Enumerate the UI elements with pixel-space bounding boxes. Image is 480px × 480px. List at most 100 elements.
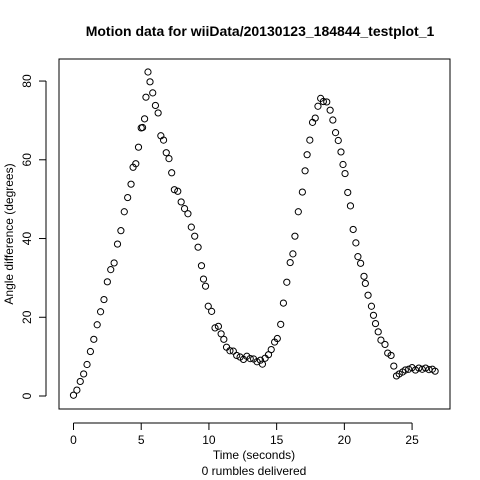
data-point bbox=[298, 188, 306, 196]
data-point bbox=[100, 295, 108, 304]
data-point bbox=[364, 291, 372, 299]
data-point bbox=[374, 328, 382, 336]
data-point bbox=[110, 259, 118, 267]
data-point bbox=[149, 89, 157, 97]
data-point bbox=[331, 129, 340, 137]
data-point bbox=[360, 272, 368, 280]
data-point bbox=[76, 377, 84, 386]
x-axis-label: Time (seconds) bbox=[213, 448, 295, 462]
data-point bbox=[371, 319, 380, 328]
data-point bbox=[117, 227, 125, 235]
x-tick-label: 10 bbox=[202, 433, 216, 447]
data-point bbox=[168, 169, 176, 177]
data-point bbox=[323, 98, 331, 106]
data-point bbox=[326, 106, 334, 114]
data-point bbox=[127, 180, 135, 188]
y-tick-label: 80 bbox=[20, 74, 34, 88]
data-point bbox=[177, 198, 185, 206]
data-point bbox=[187, 223, 195, 231]
data-point bbox=[217, 330, 225, 338]
data-point bbox=[291, 232, 299, 240]
data-point bbox=[246, 355, 254, 363]
data-point bbox=[339, 160, 347, 169]
data-point bbox=[369, 311, 378, 319]
data-point bbox=[134, 143, 143, 151]
data-point bbox=[201, 282, 210, 290]
data-point bbox=[267, 345, 275, 354]
data-point bbox=[334, 136, 342, 145]
data-point bbox=[377, 336, 385, 344]
data-point bbox=[387, 351, 395, 360]
data-point bbox=[162, 149, 170, 157]
data-point bbox=[197, 262, 206, 270]
data-point bbox=[381, 340, 389, 349]
data-point bbox=[233, 351, 241, 360]
data-point bbox=[146, 78, 154, 86]
data-point bbox=[289, 250, 297, 258]
axis-ticks: 0 5 10 15 20 25 0 20 40 60 80 bbox=[20, 74, 419, 447]
data-point bbox=[431, 367, 439, 375]
data-point bbox=[277, 320, 285, 328]
y-tick-label: 0 bbox=[20, 392, 34, 399]
data-point bbox=[226, 347, 234, 355]
x-tick-label: 0 bbox=[70, 433, 77, 447]
plot-frame bbox=[58, 58, 451, 410]
data-point bbox=[361, 279, 369, 288]
x-tick-label: 5 bbox=[138, 433, 145, 447]
data-point bbox=[73, 386, 81, 394]
y-tick-label: 60 bbox=[20, 153, 34, 167]
data-point bbox=[344, 188, 352, 197]
data-point bbox=[314, 102, 322, 110]
data-point bbox=[93, 321, 101, 329]
data-point bbox=[418, 365, 426, 373]
data-point bbox=[220, 335, 228, 343]
data-point bbox=[401, 366, 409, 374]
data-point bbox=[191, 232, 199, 240]
data-point bbox=[256, 356, 264, 364]
data-point bbox=[144, 68, 152, 76]
data-point bbox=[170, 186, 178, 194]
data-point bbox=[422, 364, 430, 372]
data-point bbox=[140, 115, 149, 123]
data-point bbox=[311, 114, 319, 122]
data-point bbox=[107, 266, 115, 274]
data-point bbox=[306, 136, 314, 144]
data-point bbox=[367, 302, 376, 310]
data-point bbox=[352, 239, 360, 247]
data-point bbox=[349, 225, 357, 234]
data-point bbox=[86, 347, 95, 356]
x-tick-label: 15 bbox=[270, 433, 284, 447]
data-point bbox=[180, 205, 189, 213]
data-point bbox=[194, 243, 202, 251]
data-point bbox=[303, 151, 311, 159]
data-point bbox=[337, 148, 345, 156]
data-point bbox=[357, 259, 365, 267]
data-points bbox=[69, 68, 439, 399]
data-point bbox=[159, 136, 168, 144]
data-point bbox=[405, 365, 413, 373]
data-point bbox=[346, 202, 355, 210]
data-point bbox=[222, 343, 231, 351]
y-tick-label: 20 bbox=[20, 310, 34, 324]
data-point bbox=[124, 193, 132, 202]
data-point bbox=[390, 362, 398, 370]
data-point bbox=[286, 258, 294, 267]
data-point bbox=[96, 308, 105, 316]
data-point bbox=[329, 116, 337, 124]
data-point bbox=[90, 335, 98, 343]
x-tick-label: 20 bbox=[338, 433, 352, 447]
data-point bbox=[165, 155, 173, 163]
data-point bbox=[283, 278, 291, 286]
data-point bbox=[211, 324, 219, 332]
data-point bbox=[151, 101, 160, 110]
data-point bbox=[154, 109, 162, 117]
data-point bbox=[80, 370, 88, 378]
data-point bbox=[301, 167, 309, 175]
x-tick-label: 25 bbox=[405, 433, 419, 447]
data-point bbox=[341, 169, 349, 178]
data-point bbox=[258, 360, 267, 368]
data-point bbox=[199, 275, 208, 283]
data-point bbox=[132, 160, 140, 168]
data-point bbox=[319, 97, 327, 106]
